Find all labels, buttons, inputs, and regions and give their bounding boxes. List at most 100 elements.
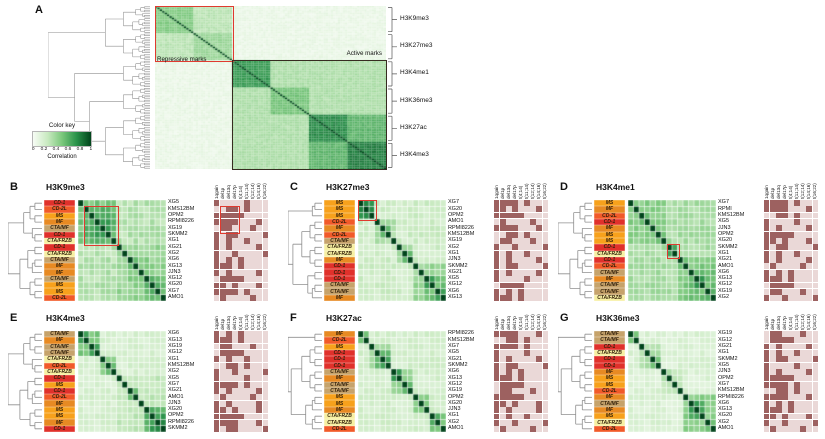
- aberration-absent-cell: [788, 343, 794, 350]
- subgroup-chip: CTA/MF: [324, 368, 355, 376]
- aberration-absent-cell: [806, 263, 812, 270]
- aberration-absent-cell: [512, 219, 518, 225]
- aberration-present-cell: [238, 212, 244, 219]
- aberration-present-cell: [232, 288, 238, 295]
- annotation-column-label: t(16;22): [812, 314, 817, 330]
- aberration-absent-cell: [250, 426, 256, 432]
- aberration-present-cell: [536, 331, 542, 337]
- aberration-absent-cell: [812, 394, 818, 401]
- aberration-present-cell: [238, 276, 244, 282]
- subgroup-chip: MS: [594, 237, 625, 245]
- aberration-absent-cell: [770, 419, 776, 426]
- aberration-absent-cell: [806, 331, 812, 337]
- aberration-absent-cell: [518, 200, 524, 206]
- aberration-absent-cell: [244, 369, 250, 375]
- aberration-absent-cell: [262, 269, 268, 276]
- aberration-absent-cell: [232, 394, 238, 401]
- aberration-present-cell: [226, 413, 232, 420]
- aberration-absent-cell: [536, 343, 542, 350]
- aberration-absent-cell: [536, 381, 542, 388]
- subgroup-chip: CD-1: [324, 275, 355, 283]
- subgroup-chip: MF: [594, 406, 625, 414]
- subgroup-chip: CD-1: [44, 200, 75, 207]
- aberration-absent-cell: [812, 250, 818, 257]
- aberration-present-cell: [494, 375, 500, 382]
- aberration-absent-cell: [518, 206, 524, 213]
- aberration-present-cell: [812, 295, 818, 301]
- aberration-present-cell: [788, 231, 794, 238]
- aberration-absent-cell: [812, 282, 818, 289]
- aberration-absent-cell: [794, 331, 800, 337]
- aberration-present-cell: [794, 350, 800, 356]
- aberration-absent-cell: [238, 407, 244, 413]
- aberration-absent-cell: [220, 369, 226, 375]
- aberration-absent-cell: [262, 212, 268, 219]
- subgroup-chip: CD-1: [594, 244, 625, 251]
- aberration-absent-cell: [812, 231, 818, 238]
- aberration-present-cell: [770, 231, 776, 238]
- aberration-present-cell: [794, 219, 800, 225]
- aberration-absent-cell: [542, 206, 548, 213]
- subgroup-chip: CD-1: [594, 256, 625, 264]
- cell-line-label: XG5: [168, 374, 180, 381]
- aberration-absent-cell: [788, 200, 794, 206]
- aberration-absent-cell: [262, 400, 268, 407]
- aberration-absent-cell: [776, 362, 782, 369]
- aberration-absent-cell: [256, 206, 262, 213]
- aberration-present-cell: [764, 269, 770, 276]
- aberration-absent-cell: [220, 331, 226, 337]
- subgroup-chip: MF: [44, 337, 75, 344]
- aberration-absent-cell: [536, 337, 542, 344]
- aberration-present-cell: [500, 388, 506, 394]
- aberration-present-cell: [764, 419, 770, 426]
- aberration-absent-cell: [518, 350, 524, 356]
- aberration-present-cell: [782, 394, 788, 401]
- aberration-absent-cell: [812, 369, 818, 375]
- aberration-absent-cell: [530, 295, 536, 301]
- subgroup-chip: CTA/FRZB: [44, 250, 75, 257]
- aberration-present-cell: [800, 288, 806, 295]
- cell-line-label: JJN3: [718, 224, 731, 231]
- aberration-present-cell: [250, 295, 256, 301]
- aberration-absent-cell: [518, 257, 524, 263]
- aberration-present-cell: [220, 225, 226, 232]
- cell-line-label: SKMM2: [168, 230, 188, 237]
- subgroup-chip: CD-1: [44, 387, 75, 395]
- aberration-present-cell: [238, 263, 244, 270]
- subgroup-chip: CD-2L: [44, 362, 75, 369]
- aberration-absent-cell: [262, 295, 268, 301]
- aberration-absent-cell: [220, 231, 226, 238]
- aberration-present-cell: [256, 407, 262, 413]
- aberration-present-cell: [776, 356, 782, 363]
- aberration-present-cell: [244, 200, 250, 206]
- subgroup-chip: MF: [324, 225, 355, 232]
- aberration-present-cell: [770, 407, 776, 413]
- aberration-absent-cell: [494, 426, 500, 432]
- subgroup-chip: CTA/FRZB: [594, 250, 625, 257]
- aberration-absent-cell: [812, 200, 818, 206]
- aberration-absent-cell: [244, 337, 250, 344]
- aberration-absent-cell: [238, 388, 244, 394]
- cell-line-label: AMO1: [168, 393, 184, 400]
- aberration-present-cell: [214, 413, 220, 420]
- aberration-absent-cell: [232, 388, 238, 394]
- aberration-present-cell: [770, 337, 776, 344]
- aberration-present-cell: [244, 288, 250, 295]
- subgroup-chip: CTA/MF: [594, 269, 625, 276]
- aberration-absent-cell: [536, 244, 542, 251]
- aberration-absent-cell: [214, 276, 220, 282]
- aberration-present-cell: [220, 276, 226, 282]
- aberration-present-cell: [226, 343, 232, 350]
- aberration-present-cell: [226, 350, 232, 356]
- aberration-absent-cell: [536, 282, 542, 289]
- aberration-present-cell: [226, 362, 232, 369]
- aberration-absent-cell: [812, 381, 818, 388]
- aberration-absent-cell: [806, 282, 812, 289]
- aberration-present-cell: [494, 331, 500, 337]
- subgroup-chip: CD-2L: [594, 212, 625, 219]
- aberration-present-cell: [764, 400, 770, 407]
- cell-line-label: OPM2: [168, 412, 184, 419]
- aberration-absent-cell: [512, 413, 518, 420]
- aberration-absent-cell: [244, 250, 250, 257]
- aberration-present-cell: [494, 343, 500, 350]
